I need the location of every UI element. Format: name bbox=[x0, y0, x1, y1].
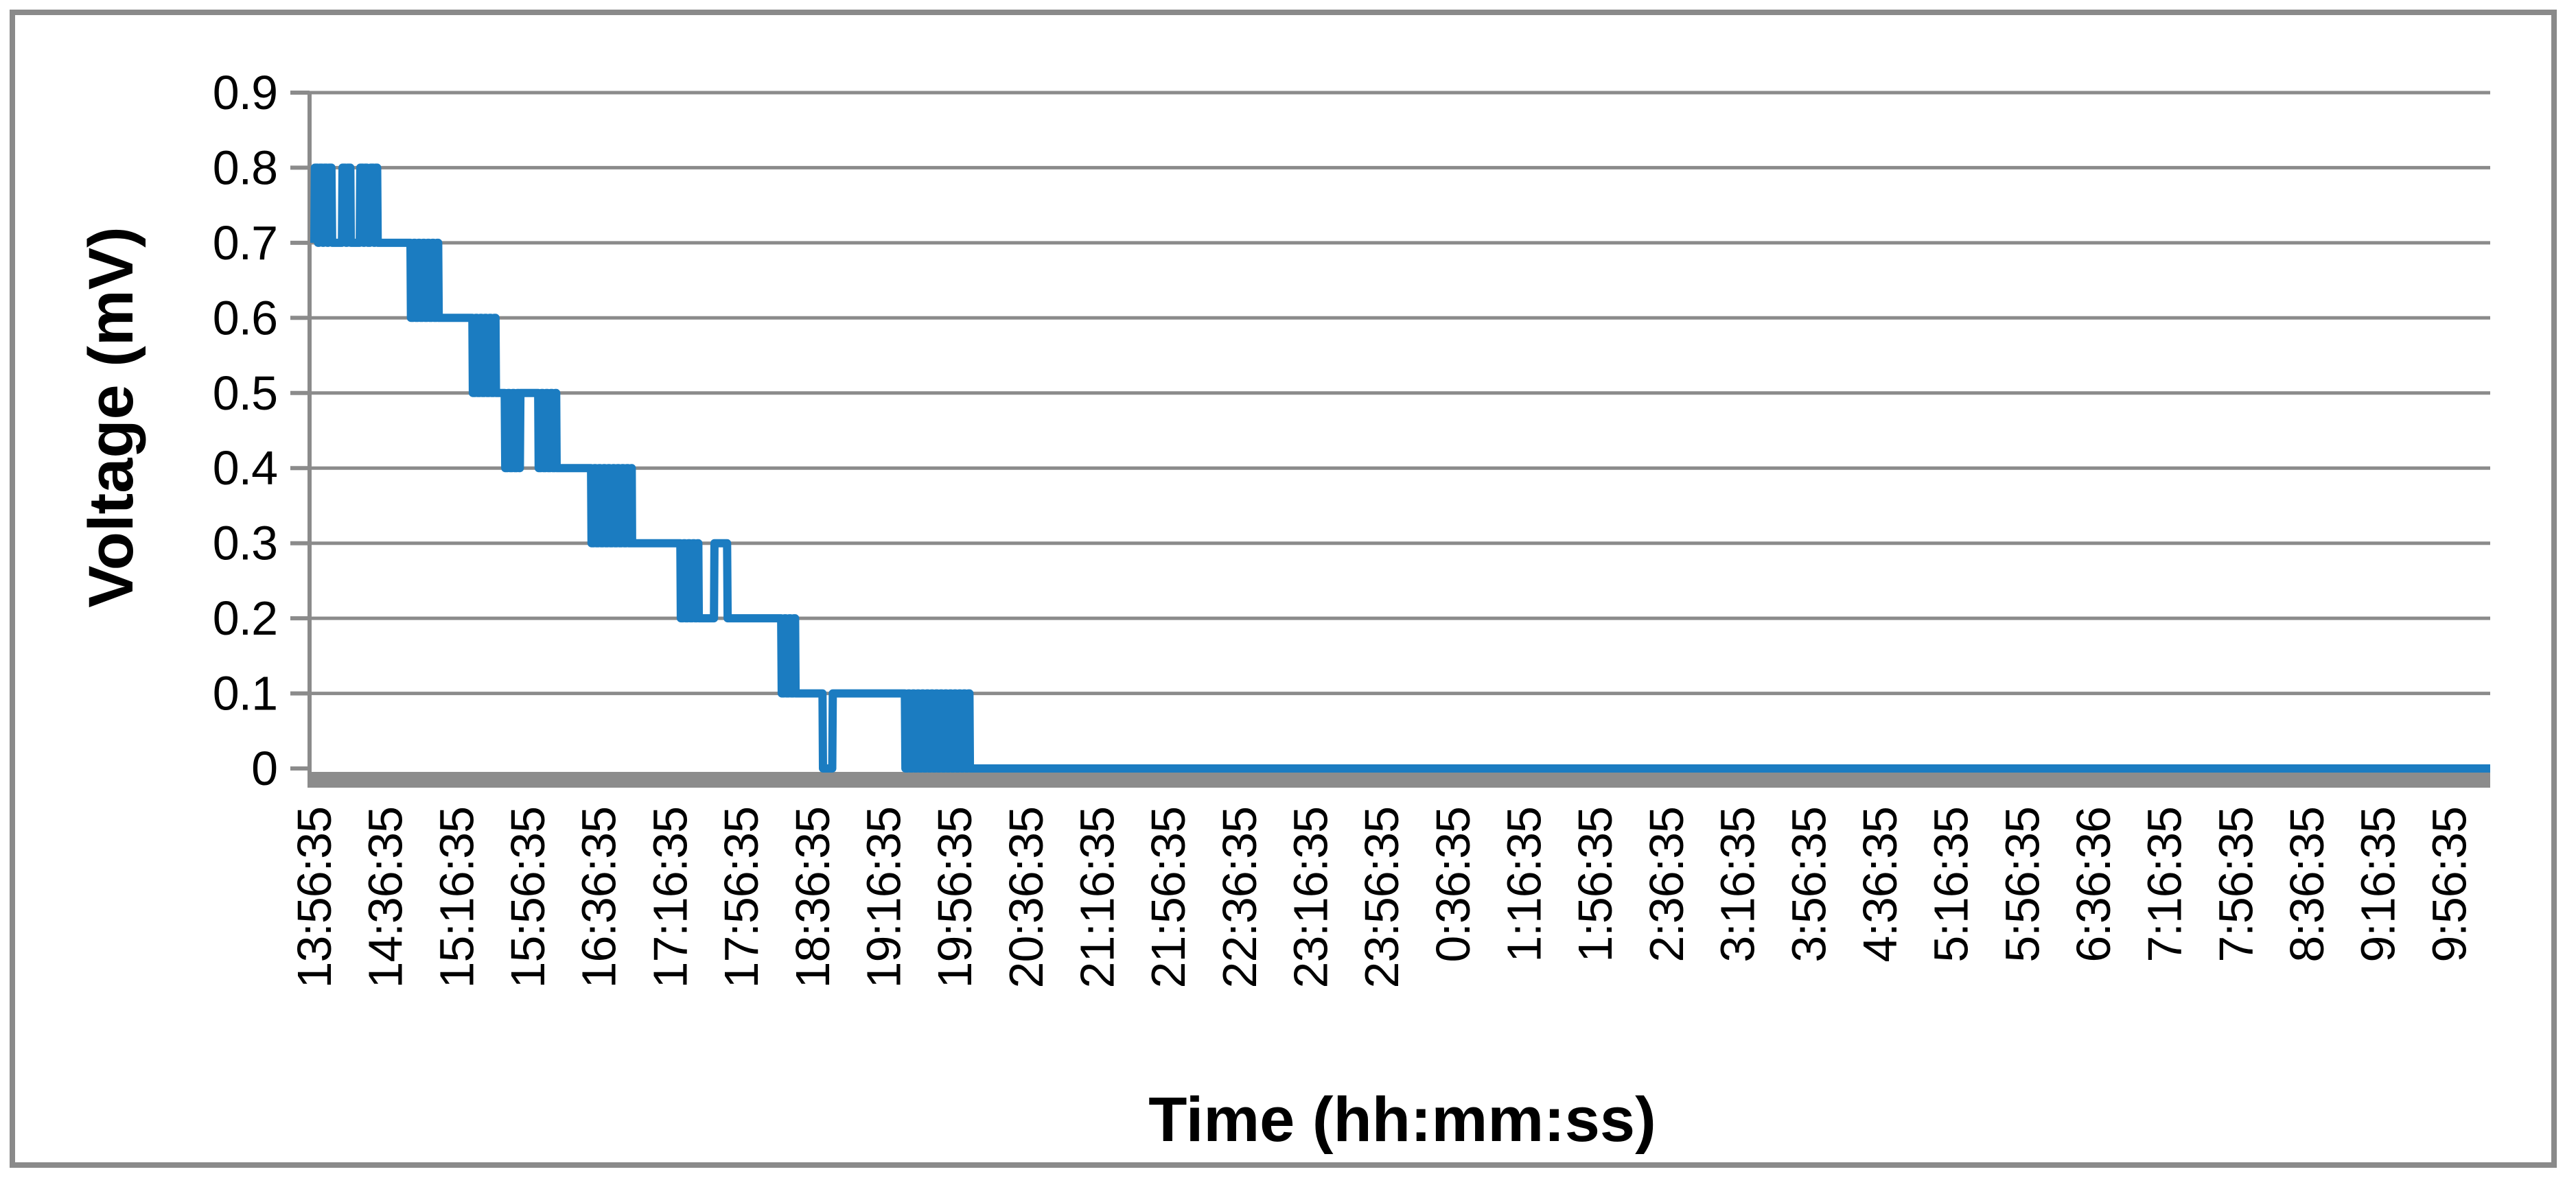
x-tick-label: 19:56:35 bbox=[928, 807, 982, 988]
x-tick-label: 21:16:35 bbox=[1071, 807, 1124, 988]
x-tick-label: 18:36:35 bbox=[786, 807, 839, 988]
x-tick-label: 14:36:35 bbox=[359, 807, 413, 988]
x-tick-label: 20:36:35 bbox=[999, 807, 1053, 988]
x-tick-label: 15:16:35 bbox=[430, 807, 483, 988]
y-tick-label: 0.6 bbox=[213, 291, 277, 344]
voltage-series-line bbox=[310, 163, 2490, 773]
x-tick-label: 1:16:35 bbox=[1498, 807, 1551, 963]
y-axis-title: Voltage (mV) bbox=[76, 226, 146, 607]
y-axis-labels: 0.9 0.8 0.7 0.6 0.5 0.4 0.3 0.2 0.1 0 bbox=[213, 66, 278, 795]
y-tick-label: 0 bbox=[251, 742, 277, 795]
x-tick-label: 9:16:35 bbox=[2352, 807, 2405, 963]
x-tick-label: 15:56:35 bbox=[501, 807, 555, 988]
voltage-time-chart: 0.9 0.8 0.7 0.6 0.5 0.4 0.3 0.2 0.1 0 13:56:35 14:… bbox=[76, 66, 2490, 1155]
x-tick-label: 22:36:35 bbox=[1213, 807, 1266, 988]
x-tick-label: 0:36:35 bbox=[1426, 807, 1480, 963]
x-tick-label: 6:36:36 bbox=[2067, 807, 2120, 963]
x-tick-label: 9:56:35 bbox=[2422, 807, 2476, 963]
y-tick-label: 0.2 bbox=[213, 591, 277, 645]
y-tick-label: 0.3 bbox=[213, 517, 277, 570]
y-tick-label: 0.1 bbox=[213, 667, 277, 720]
y-tick-label: 0.7 bbox=[213, 216, 277, 270]
x-tick-label: 17:16:35 bbox=[643, 807, 697, 988]
x-tick-label: 16:36:35 bbox=[572, 807, 626, 988]
x-tick-label: 4:36:35 bbox=[1853, 807, 1907, 963]
chart-frame: 0.9 0.8 0.7 0.6 0.5 0.4 0.3 0.2 0.1 0 13:56:35 14:… bbox=[10, 10, 2557, 1168]
x-tick-label: 23:56:35 bbox=[1355, 807, 1408, 988]
x-axis-title: Time (hh:mm:ss) bbox=[1148, 1085, 1656, 1155]
x-tick-label: 1:56:35 bbox=[1568, 807, 1622, 963]
y-tick-label: 0.4 bbox=[213, 441, 277, 495]
x-tick-label: 21:56:35 bbox=[1141, 807, 1195, 988]
x-tick-label: 7:56:35 bbox=[2209, 807, 2262, 963]
x-tick-label: 17:56:35 bbox=[715, 807, 768, 988]
x-tick-label: 13:56:35 bbox=[288, 807, 341, 988]
x-axis-labels: 13:56:35 14:36:35 15:16:35 15:56:35 16:36:35… bbox=[288, 807, 2476, 988]
y-axis-ticks bbox=[290, 91, 310, 771]
x-tick-label: 23:16:35 bbox=[1284, 807, 1338, 988]
x-tick-label: 7:16:35 bbox=[2138, 807, 2192, 963]
y-tick-label: 0.5 bbox=[213, 366, 277, 420]
x-tick-label: 19:16:35 bbox=[857, 807, 910, 988]
y-tick-label: 0.8 bbox=[213, 141, 277, 194]
x-tick-label: 5:56:35 bbox=[1995, 807, 2049, 963]
x-axis-baseline bbox=[310, 772, 2490, 788]
x-tick-label: 3:56:35 bbox=[1782, 807, 1835, 963]
y-tick-label: 0.9 bbox=[213, 66, 277, 119]
x-tick-label: 2:36:35 bbox=[1640, 807, 1693, 963]
x-tick-label: 3:16:35 bbox=[1711, 807, 1765, 963]
x-tick-label: 5:16:35 bbox=[1925, 807, 1978, 963]
x-tick-label: 8:36:35 bbox=[2280, 807, 2334, 963]
gridlines bbox=[310, 91, 2490, 696]
